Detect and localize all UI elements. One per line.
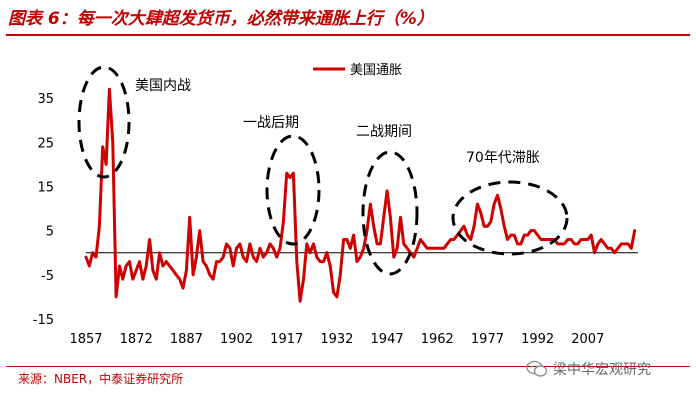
annotation-label-stagflation: 70年代滞胀	[466, 150, 540, 166]
x-tick-label: 1992	[521, 332, 554, 347]
annotation-label-civil-war: 美国内战	[135, 78, 191, 94]
y-tick-label: 25	[37, 136, 54, 151]
annotation-ww1: 一战后期	[243, 115, 321, 246]
x-tick-label: 1977	[471, 332, 504, 347]
x-tick-label: 1932	[320, 332, 353, 347]
x-axis-tick-labels: 1857 1872 1887 1902 1917 1932 1947 1962 1977 1992…	[69, 332, 604, 347]
annotation-label-ww2: 二战期间	[356, 124, 412, 140]
title-rule	[6, 34, 690, 36]
y-tick-label: -15	[33, 313, 54, 328]
wechat-icon	[526, 360, 548, 377]
x-tick-label: 1947	[371, 332, 404, 347]
x-tick-label: 1887	[170, 332, 203, 347]
watermark-text: 梁中华宏观研究	[553, 362, 651, 378]
annotation-ellipse-stagflation	[451, 180, 569, 256]
series-line-us-inflation	[84, 87, 637, 303]
annotation-ellipse-civil-war	[77, 65, 131, 179]
x-tick-label: 1962	[421, 332, 454, 347]
x-tick-label: 1872	[120, 332, 153, 347]
y-tick-label: -5	[41, 269, 54, 284]
x-tick-label: 1902	[220, 332, 253, 347]
legend-label: 美国通胀	[350, 63, 402, 78]
y-tick-label: 35	[37, 92, 54, 107]
source-note: 来源：NBER，中泰证券研究所	[18, 372, 184, 386]
annotation-ww2: 二战期间	[356, 124, 419, 276]
watermark: 梁中华宏观研究	[526, 359, 651, 379]
annotation-ellipse-ww2	[361, 150, 419, 276]
figure-title: 图表 6：每一次大肆超发货币，必然带来通胀上行（%）	[8, 9, 434, 29]
x-tick-label: 2007	[571, 332, 604, 347]
x-tick-label: 1857	[69, 332, 102, 347]
annotation-stagflation: 70年代滞胀	[451, 150, 569, 256]
y-tick-label: 15	[37, 180, 54, 195]
annotation-ellipse-ww1	[265, 134, 321, 246]
legend: 美国通胀	[313, 63, 402, 78]
y-tick-label: 5	[46, 225, 54, 240]
annotation-civil-war: 美国内战	[77, 65, 191, 179]
annotation-label-ww1: 一战后期	[243, 115, 299, 131]
inflation-line-chart: -15 -5 5 15 25 35 1857 1872 1887 1902 1917 1932 194…	[33, 63, 638, 347]
x-tick-label: 1917	[270, 332, 303, 347]
footer-rule	[6, 366, 690, 367]
y-axis-tick-labels: -15 -5 5 15 25 35	[33, 92, 54, 328]
